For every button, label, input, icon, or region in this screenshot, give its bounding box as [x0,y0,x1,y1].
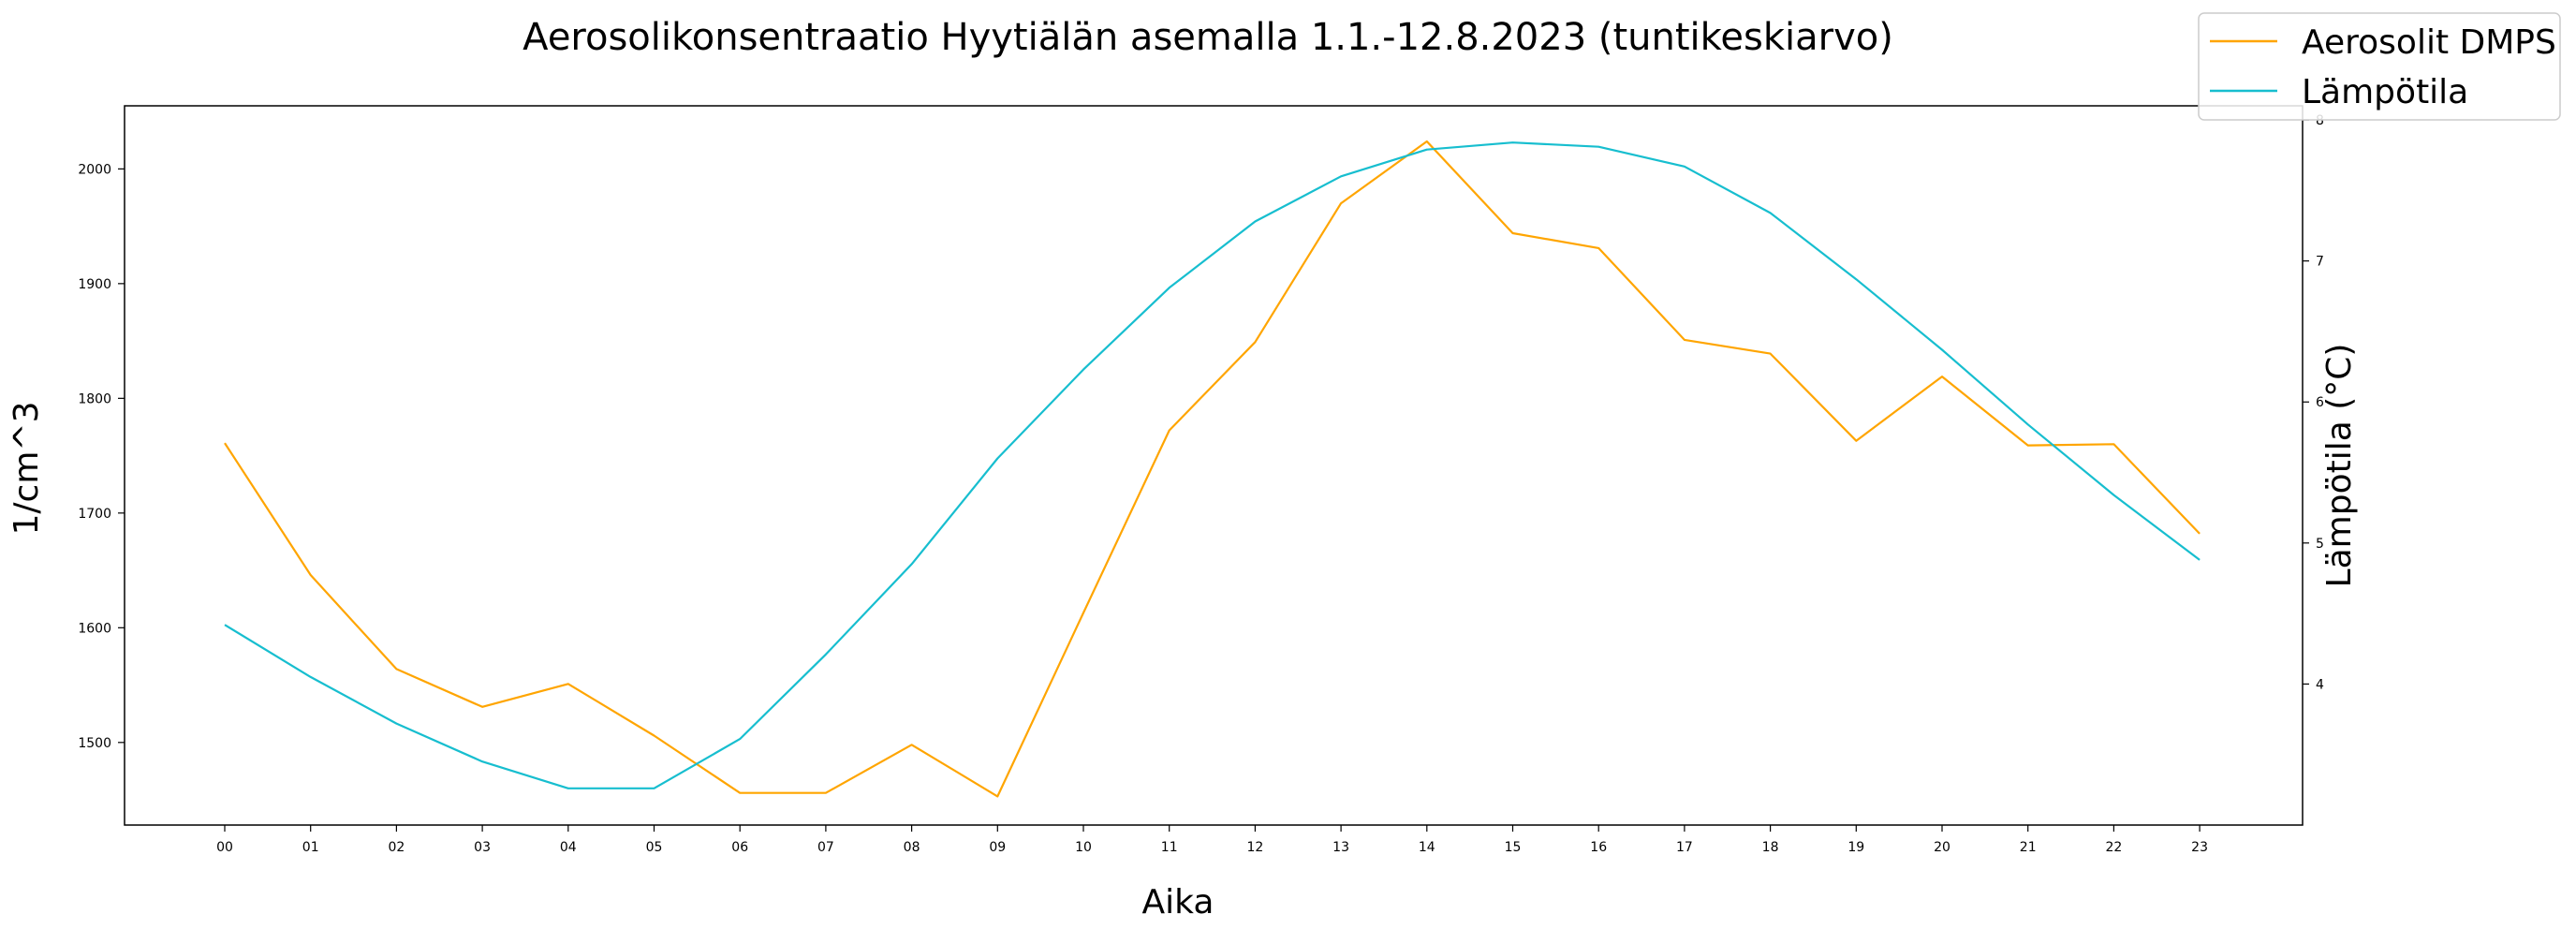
x-tick-label: 03 [474,840,491,855]
x-tick-label: 07 [817,840,834,855]
series-lines [224,140,2201,798]
x-tick-label: 13 [1332,840,1349,855]
x-tick-label: 23 [2191,840,2208,855]
y-left-tick-label: 1600 [78,621,111,636]
x-tick-label: 12 [1246,840,1263,855]
legend: Aerosolit DMPS Lämpötila [2198,12,2561,121]
left-axis-ticks: 1500 1600 1700 1800 1900 2000 [78,162,125,751]
y-left-tick-label: 2000 [78,162,111,177]
series-line-aerosolit [224,140,2201,798]
y-left-tick-label: 1900 [78,277,111,292]
legend-box [2198,12,2561,121]
legend-label-aerosolit: Aerosolit DMPS [2302,23,2556,62]
x-tick-label: 11 [1161,840,1178,855]
x-tick-label: 20 [1934,840,1950,855]
y-right-tick-label: 6 [2316,395,2324,410]
x-axis-ticks: 00 01 02 03 04 05 06 07 08 09 10 11 12 13 14 15 16 17 18 19… [216,825,2208,855]
chart-title: Aerosolikonsentraatio Hyytiälän asemalla… [523,16,1893,59]
y-left-tick-label: 1500 [78,736,111,751]
right-axis-ticks: 4 5 6 7 8 [2303,113,2324,692]
x-tick-label: 21 [2020,840,2037,855]
y-axis-right-title: Lämpötila (°C) [2320,344,2359,588]
x-tick-label: 04 [560,840,577,855]
x-tick-label: 15 [1505,840,1522,855]
y-right-tick-label: 8 [2316,113,2324,128]
x-tick-label: 16 [1590,840,1607,855]
plot-frame [124,105,2304,826]
x-tick-label: 14 [1419,840,1435,855]
y-right-tick-label: 4 [2316,677,2324,692]
x-tick-label: 08 [904,840,920,855]
x-tick-label: 02 [388,840,405,855]
y-left-tick-label: 1800 [78,391,111,406]
x-tick-label: 06 [731,840,748,855]
x-tick-label: 10 [1075,840,1092,855]
legend-label-lampotila: Lämpötila [2302,73,2468,111]
y-right-tick-label: 7 [2316,255,2324,270]
x-axis-title: Aika [1142,883,1214,922]
x-tick-label: 01 [302,840,319,855]
y-axis-left-title: 1/cm^3 [7,402,46,536]
series-line-lampotila [224,141,2201,789]
y-right-tick-label: 5 [2316,537,2324,552]
y-left-tick-label: 1700 [78,507,111,522]
x-tick-label: 18 [1762,840,1779,855]
x-tick-label: 19 [1847,840,1864,855]
x-tick-label: 22 [2105,840,2122,855]
x-tick-label: 00 [216,840,233,855]
x-tick-label: 05 [646,840,663,855]
x-tick-label: 17 [1676,840,1693,855]
x-tick-label: 09 [989,840,1006,855]
